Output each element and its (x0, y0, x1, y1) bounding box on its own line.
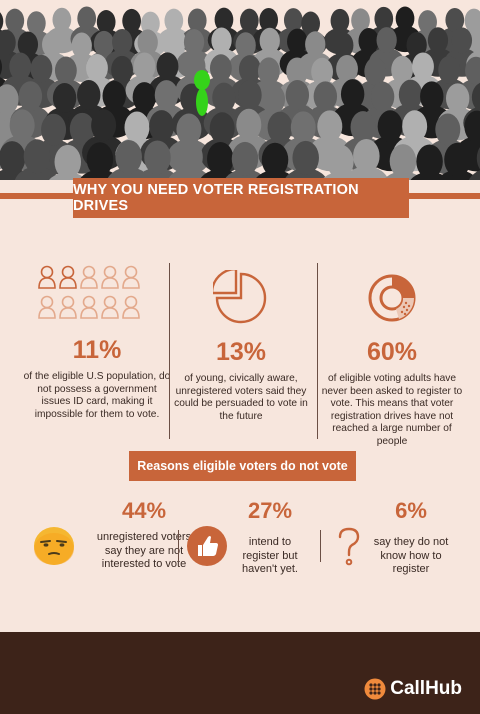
divider (169, 263, 170, 439)
stat-column-3: 60% of eligible voting adults have never… (317, 262, 467, 448)
people-icon (38, 265, 140, 319)
reasons-title: Reasons eligible voters do not vote (129, 451, 356, 481)
divider (317, 263, 318, 439)
question-mark-icon (338, 527, 360, 566)
stat-column-2: 13% of young, civically aware, unregiste… (166, 262, 316, 423)
reason-percent: 27% (247, 498, 293, 523)
stat-description: of young, civically aware, unregistered … (174, 373, 308, 422)
callhub-logo-icon (364, 678, 386, 700)
bored-face-icon (34, 527, 74, 565)
reason-1: 44% unregistered voters say they are not… (92, 498, 196, 572)
stat-percent: 11% (72, 336, 122, 364)
crowd-icon (0, 6, 480, 180)
page-title: WHY YOU NEED VOTER REGISTRATION DRIVES (73, 178, 409, 218)
crowd-illustration (0, 0, 480, 180)
divider (178, 530, 179, 562)
stat-column-1: 11% of the eligible U.S population, do n… (22, 262, 172, 421)
stat-description: of eligible voting adults have never bee… (321, 373, 463, 447)
reason-text: say they do not know how to register (373, 536, 449, 575)
footer: CallHub (0, 632, 480, 714)
callhub-logo: CallHub (364, 678, 462, 700)
reason-text: unregistered voters say they are not int… (96, 531, 192, 570)
thumbs-up-icon (187, 526, 227, 566)
stat-percent: 60% (366, 338, 418, 366)
stat-description: of the eligible U.S population, do not p… (23, 371, 171, 420)
reason-percent: 44% (121, 498, 167, 523)
donut-chart-icon (368, 274, 416, 322)
reason-3: 6% say they do not know how to register (370, 498, 452, 577)
reason-text: intend to register but haven't yet. (242, 536, 298, 575)
stat-percent: 13% (215, 338, 267, 366)
reason-percent: 6% (395, 498, 427, 523)
divider (320, 530, 321, 562)
pie-chart-icon (213, 270, 267, 324)
logo-text: CallHub (390, 678, 462, 699)
reason-2: 27% intend to register but haven't yet. (230, 498, 310, 577)
